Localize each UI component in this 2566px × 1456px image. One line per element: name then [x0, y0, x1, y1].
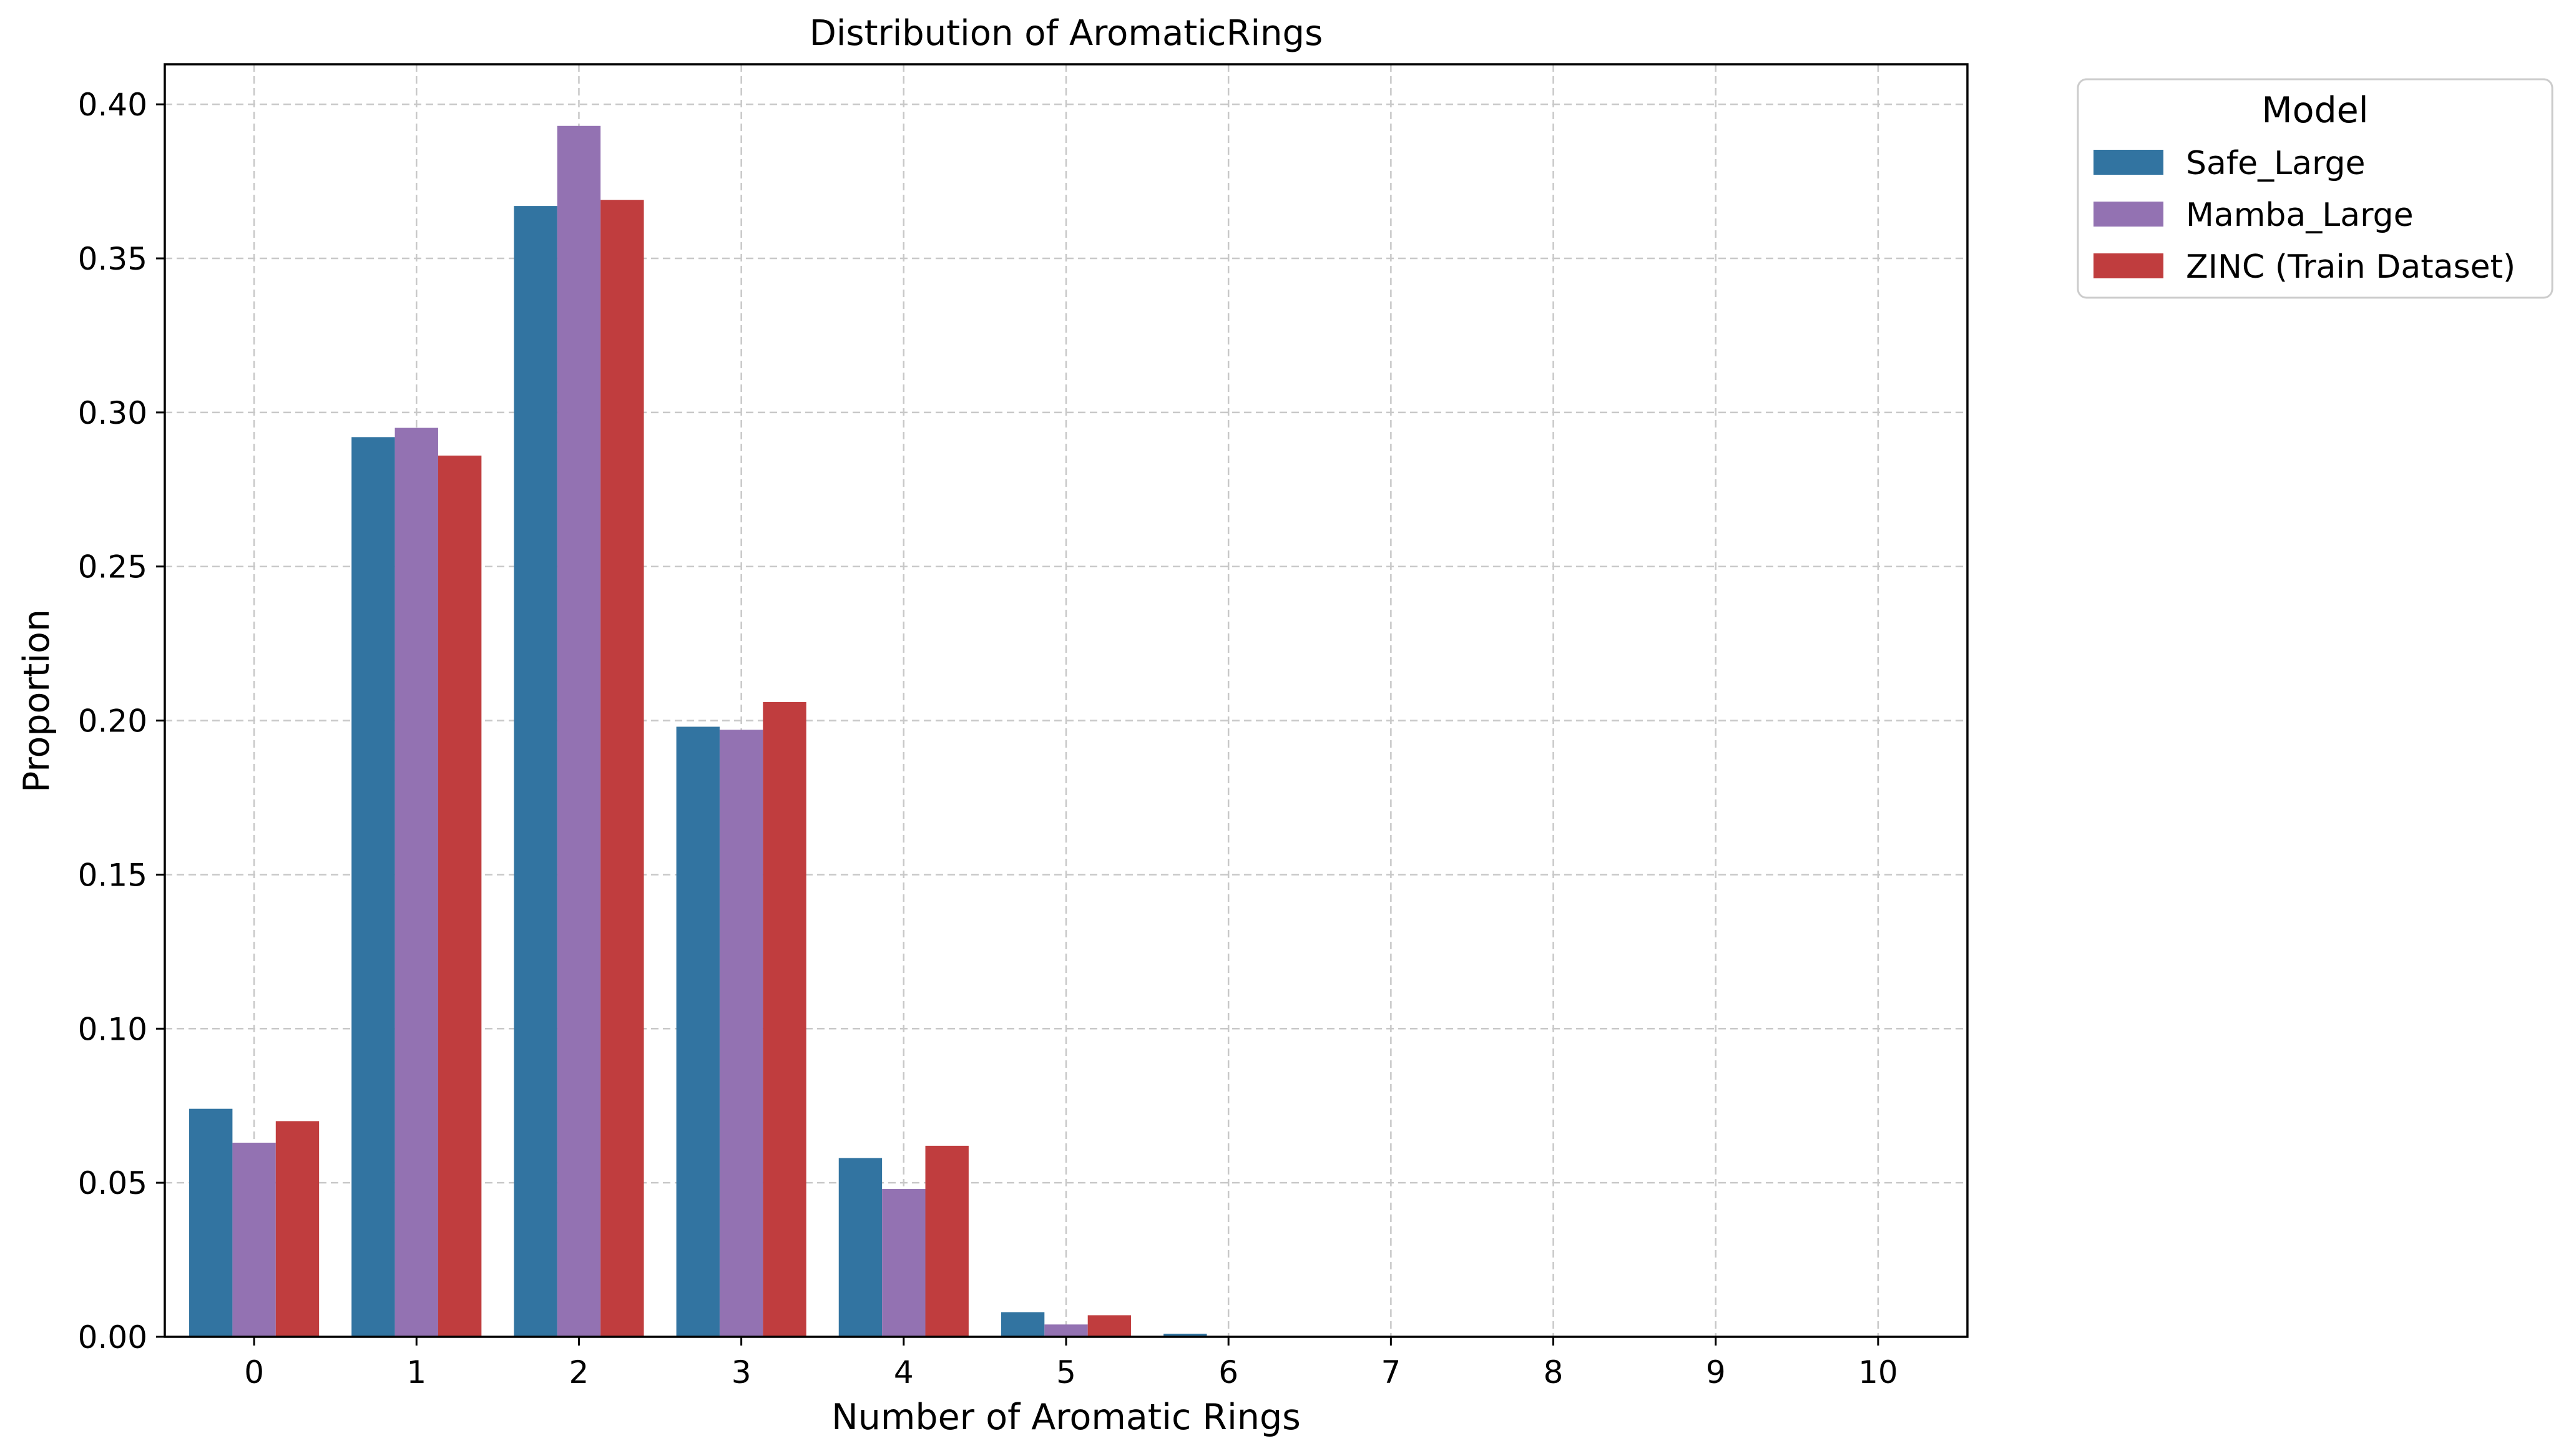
x-tick-label: 8: [1544, 1354, 1564, 1390]
bar: [232, 1142, 276, 1337]
legend-label: Safe_Large: [2186, 145, 2365, 182]
y-tick-label: 0.05: [78, 1165, 147, 1201]
bar: [1001, 1312, 1045, 1337]
legend-label: ZINC (Train Dataset): [2186, 248, 2515, 286]
y-tick-label: 0.40: [78, 87, 147, 123]
y-tick-label: 0.25: [78, 549, 147, 585]
y-tick-label: 0.10: [78, 1011, 147, 1047]
bar: [557, 125, 601, 1337]
legend-swatch: [2093, 253, 2163, 278]
bar: [438, 456, 482, 1337]
x-tick-label: 2: [569, 1354, 589, 1390]
bar: [514, 206, 557, 1337]
bar: [394, 428, 438, 1337]
legend-label: Mamba_Large: [2186, 197, 2414, 234]
y-tick-label: 0.00: [78, 1319, 147, 1356]
x-tick-label: 4: [894, 1354, 914, 1390]
y-axis-label: Proportion: [16, 609, 57, 793]
bar: [676, 726, 720, 1337]
x-axis: 0 1 2 3 4 5 6 7 8 9 10: [244, 1337, 1898, 1390]
chart-title: Distribution of AromaticRings: [810, 13, 1323, 54]
bar: [189, 1108, 233, 1337]
legend: Model Safe_Large Mamba_Large ZINC (Train D…: [2077, 78, 2554, 299]
bar: [882, 1189, 926, 1337]
bar: [275, 1121, 320, 1337]
bar: [600, 200, 644, 1337]
y-axis: 0.00 0.05 0.10 0.15 0.20 0.25 0.30 0.35 0.40: [78, 87, 165, 1356]
x-tick-label: 1: [406, 1354, 426, 1390]
legend-items: Safe_Large Mamba_Large ZINC (Train Dataset…: [2093, 145, 2515, 286]
x-tick-label: 9: [1706, 1354, 1726, 1390]
y-tick-label: 0.15: [78, 857, 147, 893]
y-tick-label: 0.20: [78, 703, 147, 740]
x-tick-label: 3: [732, 1354, 752, 1390]
x-tick-label: 5: [1056, 1354, 1076, 1390]
legend-swatch: [2093, 202, 2163, 227]
x-tick-label: 6: [1218, 1354, 1238, 1390]
x-tick-label: 7: [1381, 1354, 1401, 1390]
bar: [351, 437, 395, 1337]
bar: [763, 701, 806, 1337]
bar: [925, 1145, 969, 1337]
bar: [1163, 1334, 1207, 1337]
x-tick-label: 10: [1858, 1354, 1898, 1390]
legend-box: [2077, 78, 2554, 299]
bar: [719, 730, 763, 1337]
bar: [1044, 1324, 1088, 1337]
y-tick-label: 0.35: [78, 241, 147, 277]
y-tick-label: 0.30: [78, 395, 147, 431]
bar: [1087, 1315, 1132, 1337]
x-axis-label: Number of Aromatic Rings: [831, 1397, 1301, 1438]
x-tick-label: 0: [244, 1354, 264, 1390]
legend-title: Model: [2261, 90, 2368, 131]
bar: [838, 1158, 883, 1337]
legend-swatch: [2093, 150, 2163, 175]
bars: [189, 125, 1207, 1337]
